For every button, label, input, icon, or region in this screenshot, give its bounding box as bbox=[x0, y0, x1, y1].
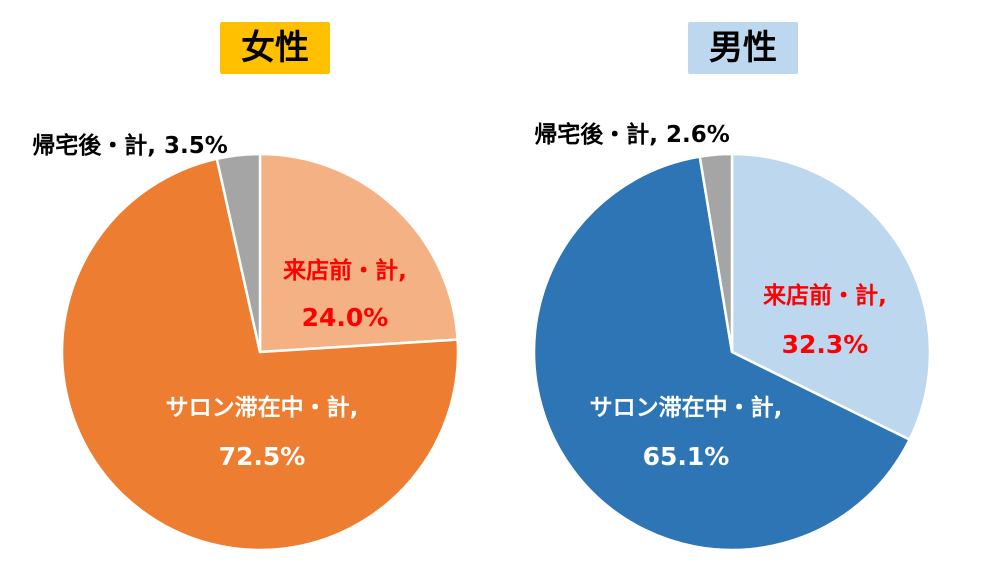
slice-value-salon-stay: 65.1% bbox=[643, 442, 730, 471]
slice-value-before-visit: 32.3% bbox=[782, 330, 869, 359]
pie-slice-salon-stay bbox=[60, 157, 460, 552]
male-pie: 来店前・計, 32.3% サロン滞在中・計, 65.1% 帰宅後・計, 2.6% bbox=[532, 121, 932, 552]
pie-slice-after-return bbox=[698, 152, 734, 353]
slice-label-salon-stay: サロン滞在中・計, bbox=[166, 394, 359, 421]
slice-label-after-return: 帰宅後・計, 2.6% bbox=[534, 121, 730, 148]
male-chart-title: 男性 bbox=[688, 22, 798, 74]
pie-slice-after-return bbox=[215, 152, 262, 353]
pie-slice-before-visit bbox=[730, 152, 932, 442]
slice-label-before-visit: 来店前・計, bbox=[763, 282, 887, 309]
slice-value-before-visit: 24.0% bbox=[302, 303, 389, 332]
female-chart-title: 女性 bbox=[220, 22, 330, 74]
pie-slice-salon-stay bbox=[532, 155, 912, 552]
slice-label-before-visit: 来店前・計, bbox=[283, 257, 407, 284]
slice-value-salon-stay: 72.5% bbox=[219, 442, 306, 471]
female-pie: 来店前・計, 24.0% サロン滞在中・計, 72.5% 帰宅後・計, 3.5% bbox=[32, 132, 460, 552]
slice-label-salon-stay: サロン滞在中・計, bbox=[590, 394, 783, 421]
slice-label-after-return: 帰宅後・計, 3.5% bbox=[32, 132, 228, 159]
pie-slice-before-visit bbox=[258, 152, 459, 354]
